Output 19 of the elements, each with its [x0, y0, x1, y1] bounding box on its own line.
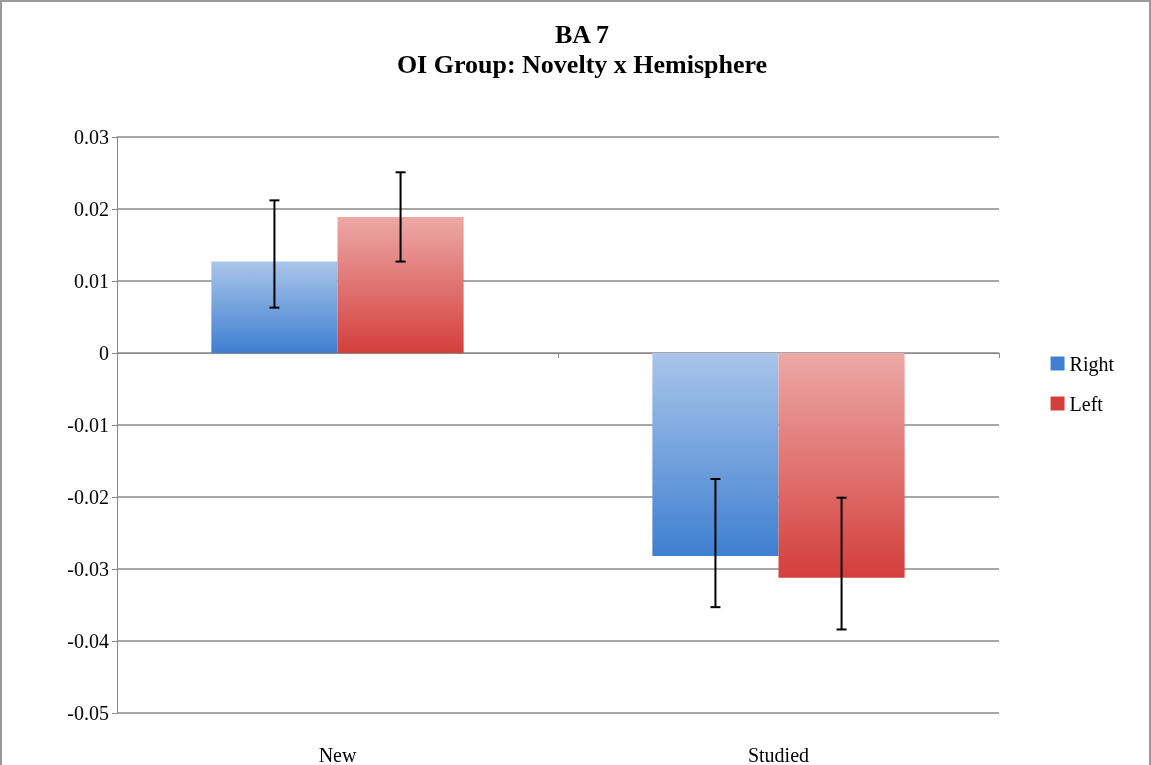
chart-title: BA 7 [554, 19, 610, 49]
chart-subtitle: OI Group: Novelty x Hemisphere [396, 49, 768, 79]
bar [652, 353, 779, 557]
y-tick-label: 0.01 [74, 270, 109, 292]
y-tick-label: -0.01 [67, 414, 109, 436]
y-tick-label: -0.03 [67, 558, 109, 580]
y-tick-label: 0 [99, 342, 109, 364]
bar [778, 353, 905, 578]
legend-label: Right [1069, 352, 1115, 376]
bar [211, 261, 338, 353]
x-tick-label: Studied [747, 744, 810, 765]
bar [337, 216, 464, 353]
legend-label: Left [1069, 392, 1104, 415]
y-tick-label: 0.03 [74, 126, 109, 148]
y-tick-label: -0.02 [67, 486, 109, 508]
y-tick-label: -0.04 [67, 630, 109, 652]
y-tick-label: 0.02 [74, 198, 109, 220]
x-tick-label: New [318, 744, 357, 765]
y-tick-label: -0.05 [67, 702, 109, 724]
